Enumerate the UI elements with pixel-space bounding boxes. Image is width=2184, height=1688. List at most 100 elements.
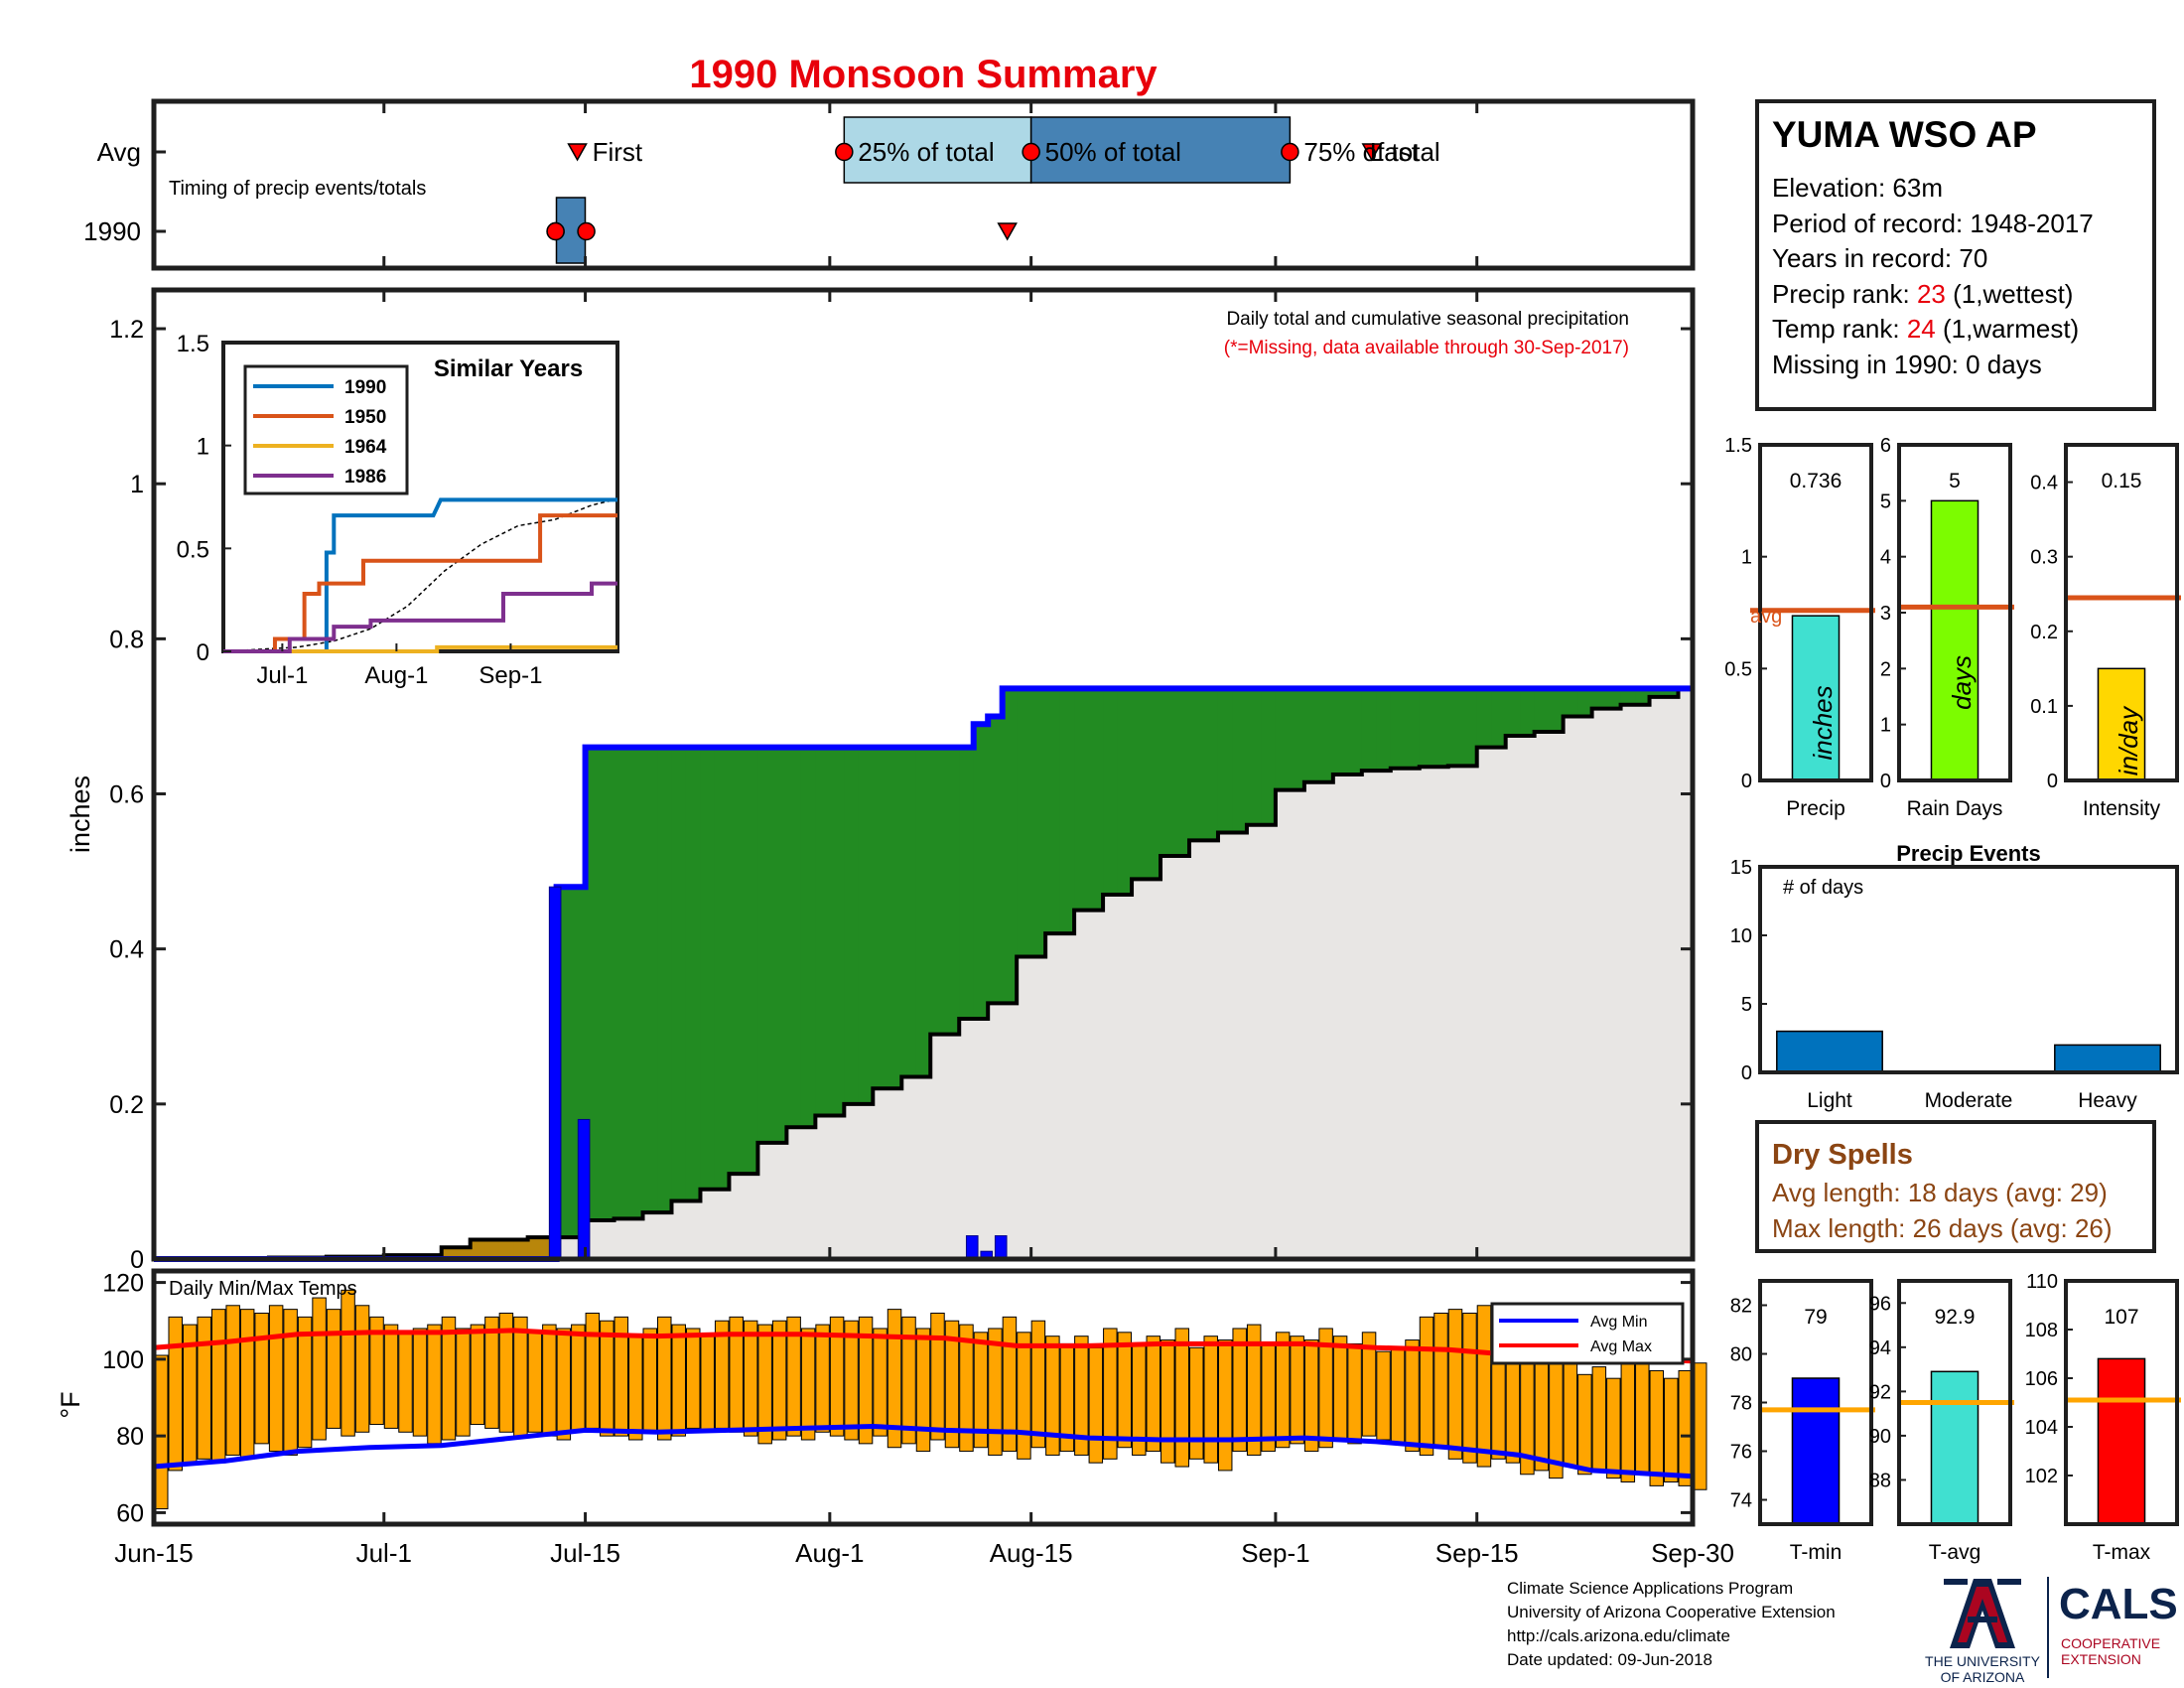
inset-ytick-label: 1.5 bbox=[177, 331, 209, 357]
ua-logo-line2: OF ARIZONA bbox=[1941, 1669, 2025, 1685]
raindays-panel-category-label: Rain Days bbox=[1907, 797, 2003, 820]
inset-series-1964 bbox=[223, 644, 617, 653]
daily-temp-bar bbox=[412, 1328, 428, 1437]
date-xtick-label: Jun-15 bbox=[114, 1538, 194, 1568]
inset-ytick-label: 0 bbox=[197, 639, 209, 666]
daily-temp-bar bbox=[959, 1324, 974, 1453]
tmax-panel-ytick-label: 102 bbox=[2025, 1466, 2058, 1487]
precip-surplus-segment bbox=[1491, 688, 1507, 748]
precip-deficit-segment bbox=[484, 1239, 500, 1259]
daily-temp-bar bbox=[354, 1305, 370, 1433]
precip-panel-ytick-label: 0.5 bbox=[1724, 658, 1752, 680]
precip-surplus-segment bbox=[1103, 688, 1119, 896]
temp-ylabel: °F bbox=[56, 1391, 85, 1418]
avg-p75-label: 75% of total bbox=[1303, 137, 1439, 167]
precip-surplus-segment bbox=[757, 747, 773, 1143]
daily-temp-bar bbox=[743, 1320, 758, 1437]
events-ytick-label: 15 bbox=[1730, 857, 1752, 879]
daily-temp-bar bbox=[498, 1313, 514, 1433]
precip-surplus-segment bbox=[1146, 688, 1161, 880]
tmin-panel-ytick-label: 74 bbox=[1730, 1490, 1752, 1512]
precip-surplus-segment bbox=[800, 747, 816, 1128]
daily-temp-bar bbox=[757, 1324, 772, 1445]
tmin-panel-bar bbox=[1791, 1377, 1841, 1525]
daily-temp-bar bbox=[470, 1324, 485, 1426]
daily-temp-bar bbox=[1275, 1332, 1291, 1449]
footer-credits: Climate Science Applications Program Uni… bbox=[1507, 1577, 1836, 1672]
daily-temp-bar bbox=[484, 1316, 499, 1429]
daily-temp-bar bbox=[858, 1316, 874, 1445]
tavg-panel-category-label: T-avg bbox=[1929, 1541, 1981, 1564]
daily-temp-bar bbox=[657, 1316, 672, 1441]
precip-surplus-segment bbox=[1217, 688, 1234, 833]
events-bar bbox=[1776, 1030, 1883, 1073]
precip-surplus-segment bbox=[657, 747, 673, 1213]
precip-surplus-segment bbox=[887, 747, 902, 1089]
year-p50-marker bbox=[546, 221, 565, 241]
footer-extension: University of Arizona Cooperative Extens… bbox=[1507, 1603, 1836, 1621]
precip-surplus-segment bbox=[1433, 688, 1449, 768]
daily-temp-bar bbox=[1649, 1369, 1665, 1486]
daily-temp-bar bbox=[815, 1324, 830, 1433]
date-xtick-label: Jul-1 bbox=[356, 1538, 412, 1568]
precip-panel-category-label: Precip bbox=[1786, 797, 1845, 820]
precip-deficit-segment bbox=[441, 1247, 457, 1259]
precip-surplus-segment bbox=[1332, 688, 1348, 774]
avg-last-marker bbox=[1361, 143, 1383, 162]
precip-surplus-segment bbox=[642, 747, 658, 1213]
precip-surplus-segment bbox=[1447, 688, 1463, 767]
inset-legend-label: 1986 bbox=[344, 467, 386, 488]
date-xtick-label: Aug-15 bbox=[990, 1538, 1073, 1568]
footer-date: Date updated: 09-Jun-2018 bbox=[1507, 1650, 1712, 1669]
daily-temp-bar bbox=[1318, 1328, 1333, 1449]
daily-temp-bar bbox=[1433, 1313, 1448, 1449]
daily-temp-bar bbox=[844, 1320, 859, 1441]
legend-avg-min-label: Avg Min bbox=[1590, 1314, 1648, 1331]
cals-logo-sub2: EXTENSION bbox=[2061, 1651, 2141, 1667]
timing-year-label: 1990 bbox=[83, 216, 141, 246]
station-period: Period of record: 1948-2017 bbox=[1772, 209, 2094, 238]
precip-deficit-segment bbox=[470, 1239, 485, 1259]
tmin-panel-ytick-label: 78 bbox=[1730, 1393, 1752, 1415]
precip-surplus-segment bbox=[930, 747, 946, 1035]
precip-surplus-segment bbox=[700, 747, 716, 1190]
precip-panel-bar bbox=[1791, 615, 1841, 781]
daily-temp-bar bbox=[1476, 1305, 1492, 1468]
precip-surplus-segment bbox=[1505, 688, 1521, 736]
daily-temp-bar bbox=[225, 1305, 240, 1456]
daily-temp-bar bbox=[1447, 1309, 1463, 1460]
ua-a-bar bbox=[1968, 1617, 1997, 1622]
year-p75-marker bbox=[577, 221, 596, 241]
date-xtick-label: Sep-30 bbox=[1651, 1538, 1734, 1568]
daily-temp-bar bbox=[1635, 1354, 1650, 1476]
daily-temp-bar bbox=[427, 1324, 442, 1445]
precip-surplus-segment bbox=[600, 747, 615, 1220]
precip-surplus-segment bbox=[1347, 688, 1363, 774]
daily-temp-bar bbox=[1117, 1332, 1133, 1449]
events-category-label: Light bbox=[1807, 1089, 1852, 1112]
inset-xtick-label: Aug-1 bbox=[364, 662, 428, 689]
precip-deficit-segment bbox=[456, 1247, 472, 1259]
tmax-panel-ytick-label: 110 bbox=[2026, 1271, 2058, 1293]
precip-surplus-segment bbox=[714, 747, 731, 1190]
tavg-panel-frame bbox=[1897, 1279, 2012, 1526]
tmin-panel-ytick-label: 76 bbox=[1730, 1442, 1752, 1464]
precip-surplus-segment bbox=[1606, 688, 1622, 709]
raindays-panel-value-label: 5 bbox=[1949, 470, 1961, 492]
daily-temp-bar bbox=[1563, 1362, 1578, 1468]
intensity-panel-bar bbox=[2097, 667, 2146, 781]
main-ytick-label: 0 bbox=[130, 1246, 144, 1274]
intensity-panel-ytick-label: 0.2 bbox=[2030, 622, 2058, 643]
precip-surplus-segment bbox=[1160, 688, 1176, 856]
tmax-panel-category-label: T-max bbox=[2093, 1541, 2151, 1564]
raindays-panel-ytick-label: 3 bbox=[1880, 603, 1891, 625]
main-chart-subtitle: (*=Missing, data available through 30-Se… bbox=[1224, 338, 1629, 358]
precip-surplus-segment bbox=[973, 724, 989, 1019]
tmax-panel-bar bbox=[2097, 1357, 2146, 1525]
temp-chart-frame bbox=[151, 1268, 1696, 1527]
daily-temp-bar bbox=[700, 1336, 715, 1433]
daily-temp-bar bbox=[600, 1320, 614, 1437]
events-ylabel: # of days bbox=[1783, 877, 1863, 899]
daily-temp-bar bbox=[1074, 1336, 1089, 1456]
footer-url[interactable]: http://cals.arizona.edu/climate bbox=[1507, 1626, 1730, 1645]
